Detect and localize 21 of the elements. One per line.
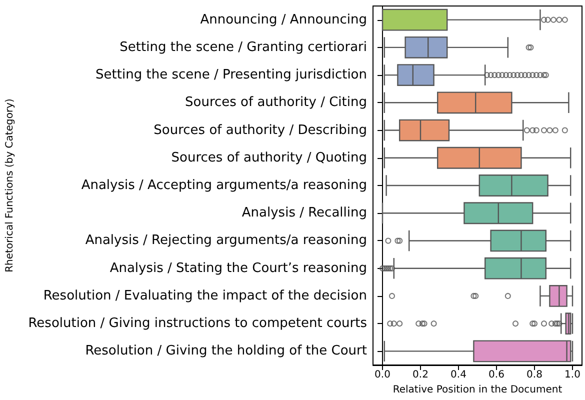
y-tick-label: Analysis / Accepting arguments/a reasoning	[81, 178, 367, 193]
x-axis-title: Relative Position in the Document	[392, 384, 562, 396]
y-tick-label: Sources of authority / Citing	[185, 95, 367, 110]
x-tick-label: 0.6	[488, 370, 504, 380]
y-tick-label: Sources of authority / Quoting	[171, 150, 367, 166]
y-axis-title: Rhetorical Functions (by Category)	[4, 98, 16, 272]
y-tick-label: Analysis / Recalling	[242, 206, 367, 221]
y-tick-label: Analysis / Rejecting arguments/a reasoning	[85, 233, 367, 248]
y-tick-label: Resolution / Giving instructions to competent courts	[28, 316, 368, 332]
y-tick-label: Analysis / Stating the Court’s reasoning	[110, 260, 367, 276]
y-tick-label: Setting the scene / Granting certiorari	[120, 40, 367, 55]
x-tick-label: 0.2	[412, 370, 428, 380]
y-tick-label: Announcing / Announcing	[200, 12, 367, 28]
x-tick-label: 0.0	[374, 370, 390, 380]
x-tick-label: 1.0	[564, 370, 580, 380]
x-tick-label: 0.8	[526, 370, 542, 380]
y-tick-label: Resolution / Giving the holding of the Court	[85, 344, 367, 359]
y-tick-label: Resolution / Evaluating the impact of the decision	[43, 288, 367, 304]
y-tick-label: Setting the scene / Presenting jurisdiction	[96, 68, 367, 83]
x-tick-label: 0.4	[450, 370, 466, 380]
y-tick-label: Sources of authority / Describing	[154, 122, 367, 138]
